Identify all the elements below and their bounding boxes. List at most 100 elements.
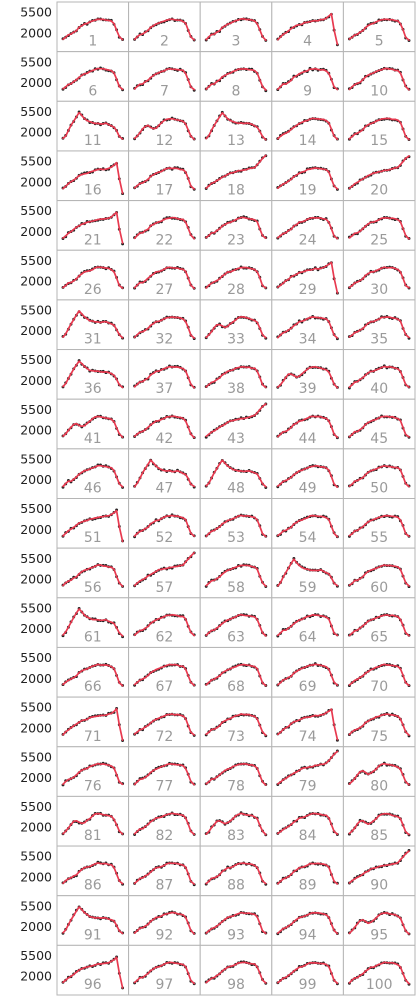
y-tick-label: 5500 [20,799,52,814]
y-tick-label: 2000 [20,869,52,884]
panel-label: 69 [299,679,317,695]
panel-frame [271,1,344,53]
fit-line [276,911,339,935]
fit-line [276,261,339,294]
fit-line [205,862,267,885]
y-tick-label: 2000 [20,522,52,537]
y-tick-label: 5500 [20,700,52,715]
panel-frame [56,200,130,251]
panel-frame [199,498,273,549]
panel-label: 98 [227,977,245,993]
fit-line [276,663,339,686]
y-tick-label: 5500 [20,898,52,913]
panel-label: 27 [155,282,173,298]
panel-label: 40 [370,381,388,397]
panel-label: 99 [299,977,317,993]
panel-label: 9 [303,83,312,99]
y-tick-label: 2000 [20,621,52,636]
fit-line [348,912,410,935]
panel-frame [342,498,416,549]
panel-frame [199,150,273,202]
panel-frame [56,349,130,400]
panel-frame [128,249,201,301]
panel-label: 7 [160,83,169,99]
fit-line [348,961,410,985]
panel-label: 93 [227,927,245,943]
panel-label: 77 [155,778,173,794]
panel-label: 95 [370,927,388,943]
panel-label: 12 [155,133,173,149]
y-tick-label: 2000 [20,671,52,686]
fit-line [276,216,339,240]
panel-label: 42 [155,431,173,447]
fit-line [62,360,124,389]
panel-label: 32 [155,332,173,348]
panel-frame [56,746,130,797]
y-tick-label: 2000 [20,472,52,487]
panel-frame [199,895,273,946]
y-tick-label: 2000 [20,969,52,984]
panel-frame [128,150,201,202]
fit-line [276,415,339,439]
fit-line [205,663,267,687]
fit-line [62,464,124,488]
fit-line [348,155,410,190]
panel-label: 51 [84,530,102,546]
panel-frame [271,100,344,152]
y-tick-label: 5500 [20,948,52,963]
fit-line [133,18,196,41]
fit-line [276,708,339,741]
fit-line [276,514,339,538]
panel-frame [342,597,416,648]
panel-frame [199,795,273,847]
panel-frame [342,944,416,996]
panel-label: 8 [232,83,241,99]
panel-label: 57 [155,580,173,596]
panel-frame [342,547,416,599]
panel-label: 2 [160,34,169,50]
panel-label: 100 [366,977,393,993]
fit-line [205,713,267,737]
fit-line [205,154,267,189]
panel-frame [342,448,416,500]
fit-line [133,551,196,587]
fit-line [348,564,410,587]
panel-frame [128,597,201,648]
y-tick-label: 5500 [20,303,52,318]
panel-label: 83 [227,828,245,844]
y-tick-label: 5500 [20,749,52,764]
panel-frame [56,398,130,450]
fit-line [348,18,410,41]
panel-label: 1 [88,34,97,50]
fit-line [348,713,410,737]
panel-frame [56,249,130,301]
panel-frame [56,646,130,698]
fit-line [62,67,124,91]
panel-label: 38 [227,381,245,397]
fit-line [205,403,267,438]
y-tick-label: 2000 [20,571,52,586]
y-tick-label: 5500 [20,650,52,665]
fit-line [62,862,124,885]
fit-line [276,117,339,141]
fit-line [205,18,267,42]
y-tick-label: 5500 [20,154,52,169]
panel-frame [56,845,130,897]
fit-line [62,564,124,588]
fit-line [205,762,267,786]
panel-label: 58 [227,580,245,596]
y-tick-label: 2000 [20,25,52,40]
fit-line [276,12,339,46]
panel-label: 67 [155,679,173,695]
fit-line [205,812,267,836]
fit-line [133,415,196,439]
y-tick-label: 5500 [20,849,52,864]
panel-frame [271,150,344,202]
fit-line [276,464,339,488]
panel-label: 64 [299,629,317,645]
panel-label: 46 [84,481,102,497]
panel-label: 25 [370,232,388,248]
fit-line [62,762,124,786]
fit-line [348,365,410,389]
panel-label: 91 [84,927,102,943]
